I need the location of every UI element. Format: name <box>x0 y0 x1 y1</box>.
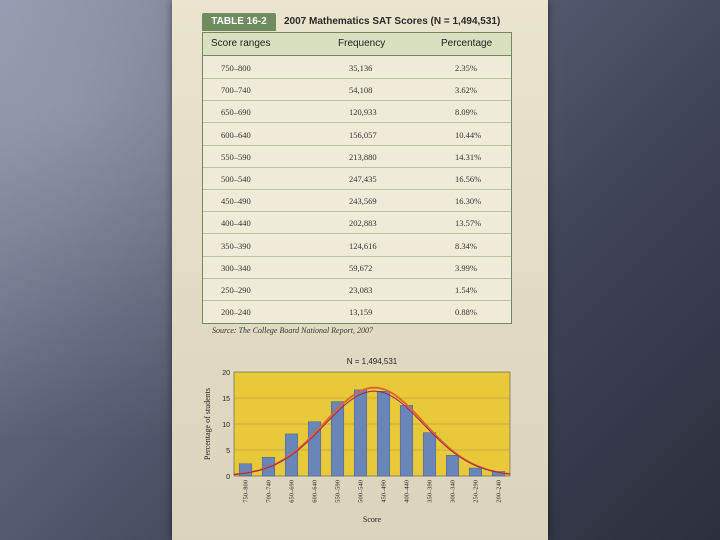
table-row: 250–290 23,083 1.54% <box>203 278 511 301</box>
bar <box>468 467 483 477</box>
cell-score-range: 600–640 <box>221 129 251 140</box>
cell-score-range: 650–690 <box>221 107 251 118</box>
x-axis-label: Score <box>363 515 382 524</box>
cell-frequency: 23,083 <box>349 285 373 295</box>
cell-score-range: 350–390 <box>221 240 251 251</box>
cell-frequency: 213,880 <box>349 151 377 162</box>
y-tick-label: 20 <box>222 370 230 377</box>
cell-percentage: 2.35% <box>455 63 477 73</box>
cell-percentage: 13.57% <box>455 218 482 229</box>
table-row: 300–340 59,672 3.99% <box>203 256 511 279</box>
bar <box>376 391 391 477</box>
header-percentage: Percentage <box>441 38 493 49</box>
cell-percentage: 8.09% <box>455 107 477 118</box>
cell-frequency: 13,159 <box>349 307 373 318</box>
x-tick-label: 250–290 <box>473 480 480 503</box>
table-row: 700–740 54,108 3.62% <box>203 78 511 102</box>
bar <box>399 405 414 477</box>
cell-frequency: 202,883 <box>349 218 377 229</box>
normal-curve-inner <box>233 390 511 475</box>
bar <box>445 455 460 477</box>
sat-scores-table: Score ranges Frequency Percentage 750–80… <box>202 32 512 324</box>
cell-frequency: 243,569 <box>349 196 377 207</box>
x-tick-label: 650–690 <box>289 480 296 503</box>
x-tick-label: 450–490 <box>381 480 388 503</box>
table-row: 750–800 35,136 2.35% <box>203 56 511 79</box>
x-tick-label: 600–640 <box>312 480 319 503</box>
bar <box>330 401 345 477</box>
chart-title: N = 1,494,531 <box>347 357 398 366</box>
y-tick-label: 15 <box>222 396 230 403</box>
x-tick-label: 550–590 <box>335 480 342 503</box>
bar <box>307 421 322 477</box>
y-axis-label: Percentage of students <box>203 388 212 460</box>
x-tick-label: 350–390 <box>427 480 434 503</box>
source-note: Source: The College Board National Repor… <box>212 326 373 335</box>
cell-percentage: 10.44% <box>455 129 482 140</box>
cell-percentage: 14.31% <box>455 151 482 162</box>
cell-score-range: 300–340 <box>221 262 251 273</box>
table-header-row: Score ranges Frequency Percentage <box>203 33 511 56</box>
cell-score-range: 750–800 <box>221 63 251 73</box>
cell-percentage: 3.99% <box>455 262 477 273</box>
x-tick-label: 500–540 <box>358 480 365 503</box>
table-caption: 2007 Mathematics SAT Scores (N = 1,494,5… <box>284 16 501 27</box>
x-tick-label: 700–740 <box>266 480 273 503</box>
cell-score-range: 700–740 <box>221 85 251 96</box>
y-tick-label: 5 <box>226 448 230 455</box>
table-row: 450–490 243,569 16.30% <box>203 189 511 213</box>
x-tick-label: 400–440 <box>404 480 411 503</box>
y-tick-label: 10 <box>222 422 230 429</box>
table-row: 550–590 213,880 14.31% <box>203 145 511 168</box>
cell-score-range: 250–290 <box>221 285 251 295</box>
table-row: 650–690 120,933 8.09% <box>203 100 511 124</box>
table-title-bar: TABLE 16-2 2007 Mathematics SAT Scores (… <box>202 12 512 32</box>
cell-frequency: 156,057 <box>349 129 377 140</box>
bar <box>422 432 437 477</box>
bar <box>353 389 368 477</box>
table-row: 600–640 156,057 10.44% <box>203 123 511 146</box>
cell-score-range: 450–490 <box>221 196 251 207</box>
cell-score-range: 200–240 <box>221 307 251 318</box>
cell-score-range: 500–540 <box>221 174 251 184</box>
y-tick-label: 0 <box>226 474 230 481</box>
table-label: TABLE 16-2 <box>202 13 276 31</box>
cell-frequency: 54,108 <box>349 85 373 96</box>
cell-score-range: 550–590 <box>221 151 251 162</box>
cell-percentage: 3.62% <box>455 85 477 96</box>
cell-percentage: 8.34% <box>455 240 477 251</box>
cell-frequency: 247,435 <box>349 174 377 184</box>
table-row: 200–240 13,159 0.88% <box>203 300 511 322</box>
cell-percentage: 1.54% <box>455 285 477 295</box>
cell-score-range: 400–440 <box>221 218 251 229</box>
table-row: 500–540 247,435 16.56% <box>203 167 511 190</box>
cell-percentage: 0.88% <box>455 307 477 318</box>
textbook-page-photo: TABLE 16-2 2007 Mathematics SAT Scores (… <box>172 0 548 540</box>
cell-frequency: 124,616 <box>349 240 377 251</box>
cell-percentage: 16.30% <box>455 196 482 207</box>
header-frequency: Frequency <box>338 38 386 49</box>
cell-frequency: 120,933 <box>349 107 377 118</box>
x-tick-label: 200–240 <box>496 480 503 503</box>
x-tick-label: 750–800 <box>243 480 250 503</box>
table-row: 350–390 124,616 8.34% <box>203 234 511 257</box>
cell-percentage: 16.56% <box>455 174 482 184</box>
x-tick-label: 300–340 <box>450 480 457 503</box>
table-row: 400–440 202,883 13.57% <box>203 211 511 235</box>
score-distribution-chart: N = 1,494,531 0 5 10 15 20 Percentage of stude… <box>203 357 511 524</box>
cell-frequency: 35,136 <box>349 63 373 73</box>
header-score-ranges: Score ranges <box>211 38 271 49</box>
cell-frequency: 59,672 <box>349 262 373 273</box>
